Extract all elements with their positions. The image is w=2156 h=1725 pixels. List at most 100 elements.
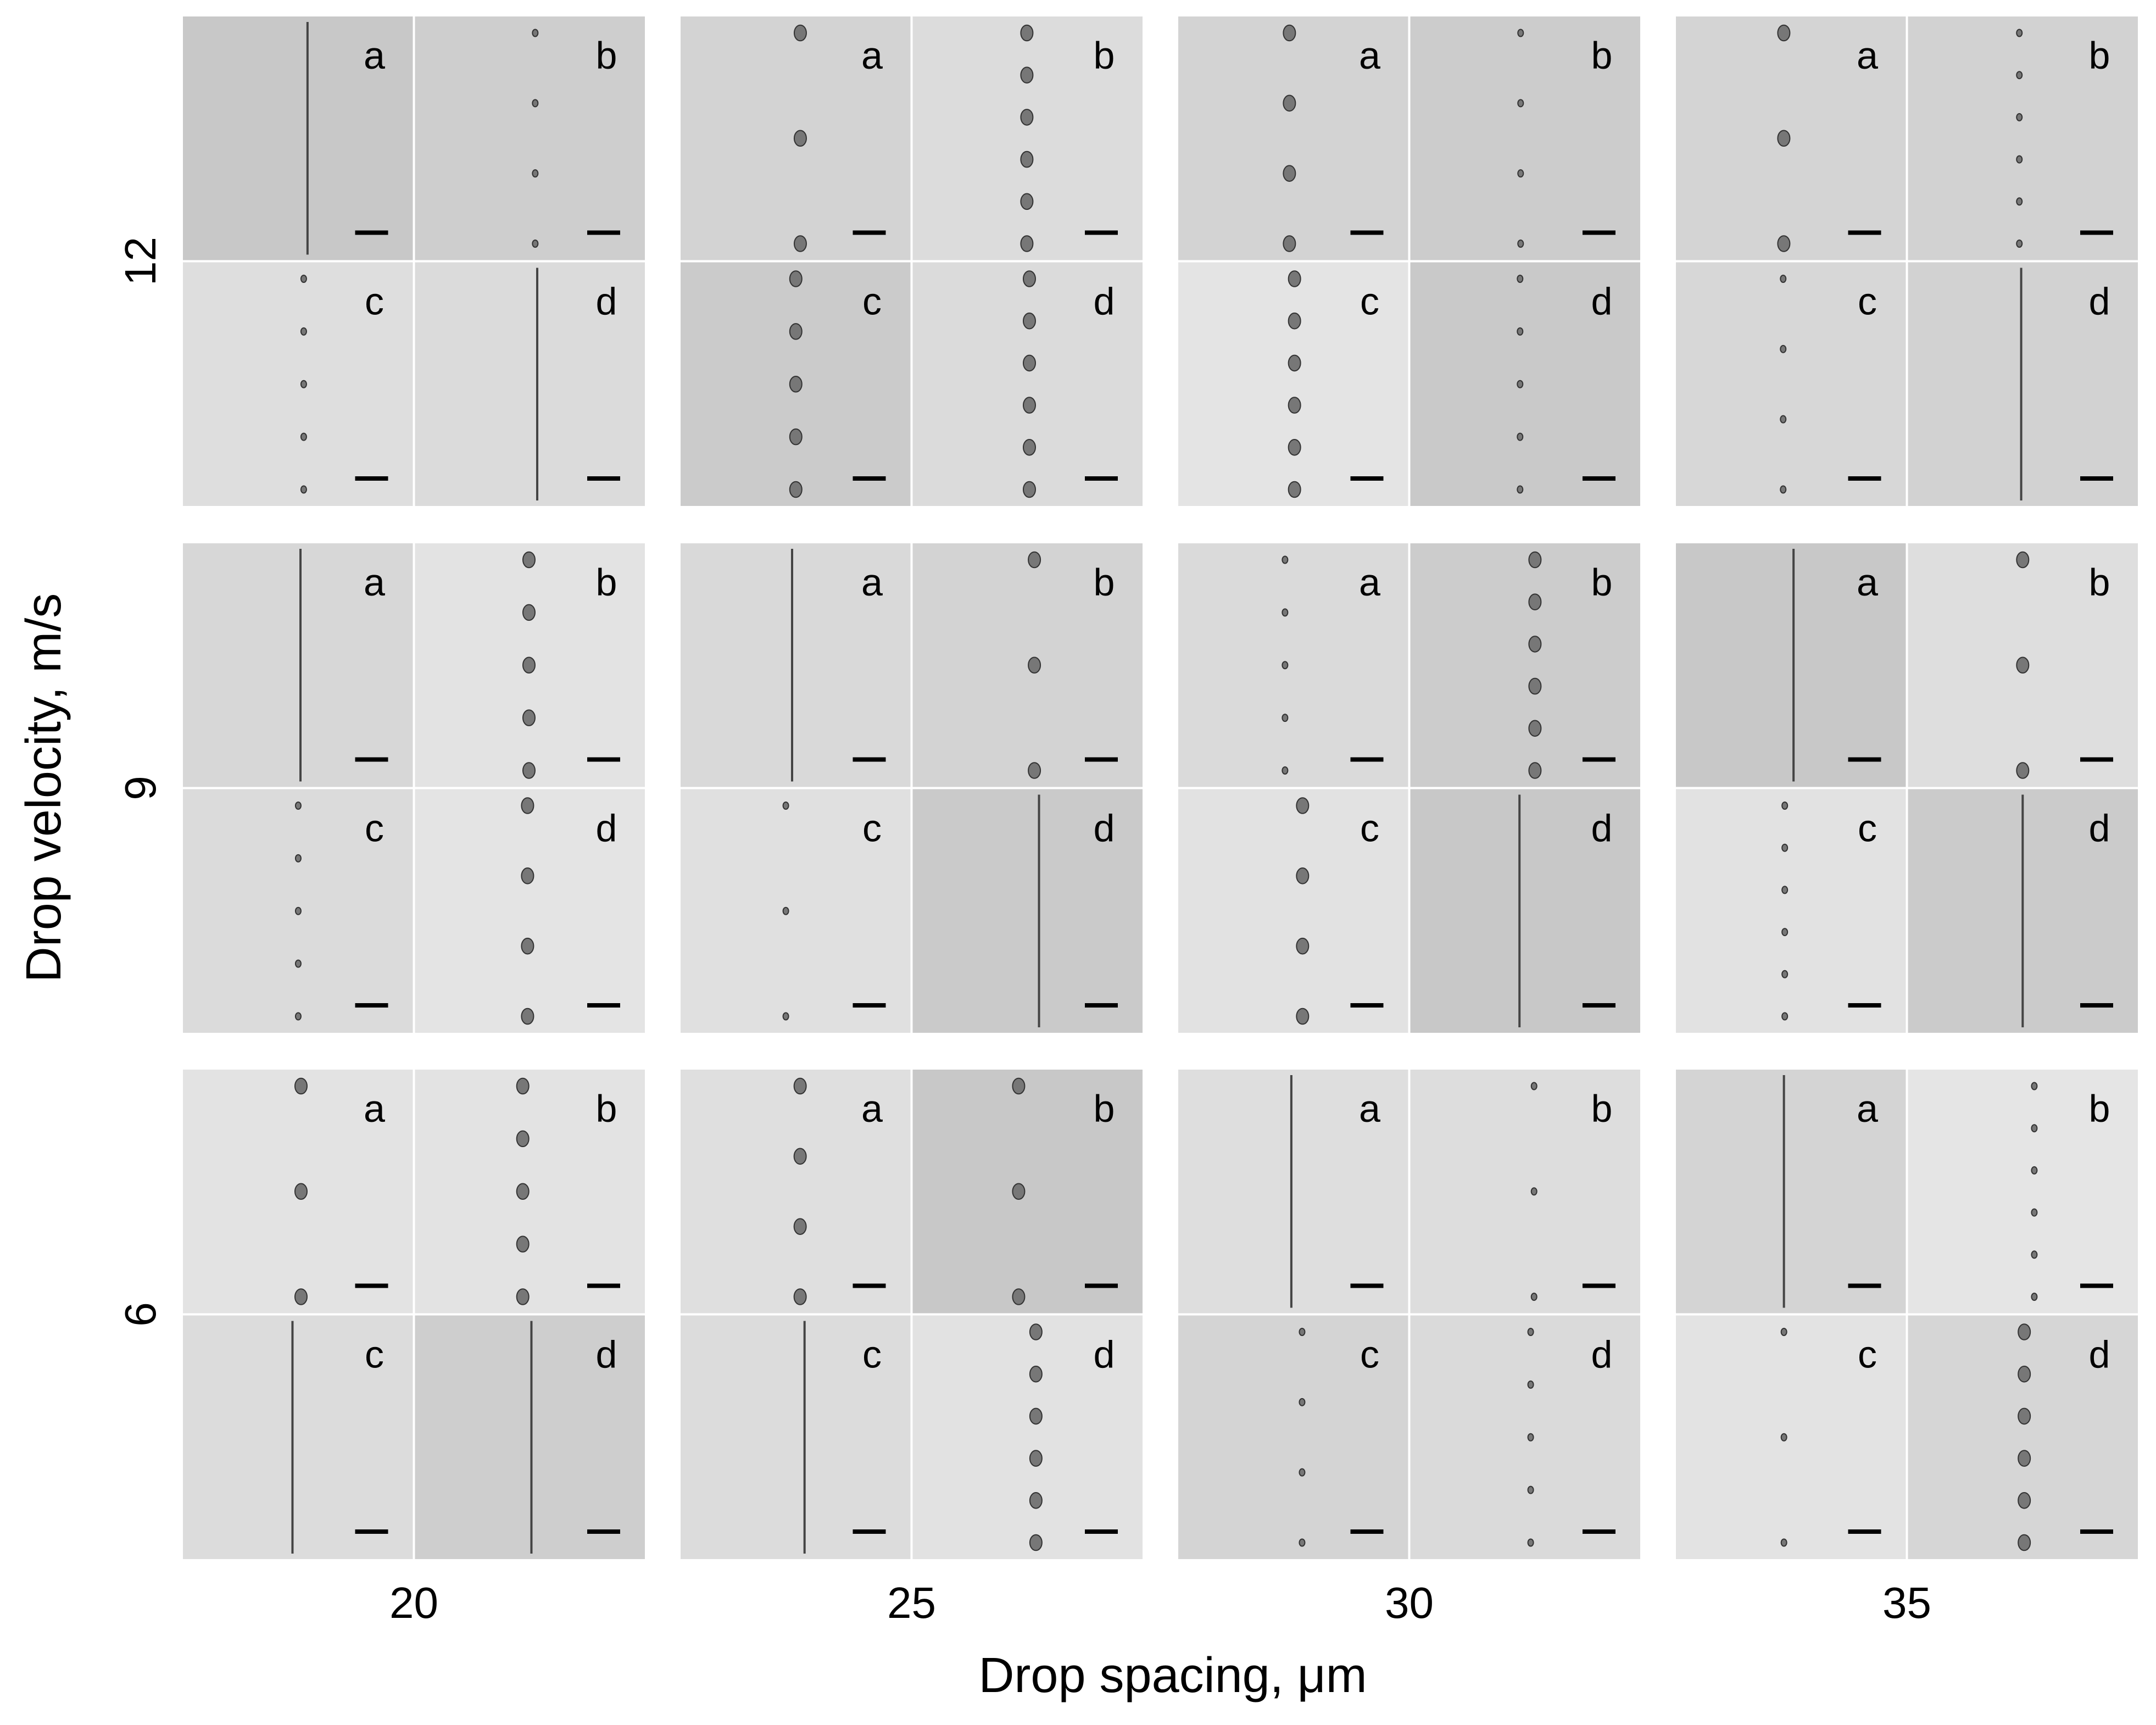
micrograph	[1178, 543, 1408, 787]
drop	[1288, 439, 1301, 456]
drop	[1288, 354, 1301, 372]
drop	[1022, 354, 1036, 372]
drop	[1282, 714, 1289, 722]
micrograph	[681, 1315, 911, 1559]
micrograph	[1410, 16, 1640, 260]
drop	[1517, 432, 1524, 441]
drop	[1780, 344, 1787, 353]
drop	[1028, 762, 1041, 779]
drop	[1012, 1288, 1026, 1305]
drop	[789, 375, 803, 393]
drop	[1288, 312, 1301, 330]
drop	[1283, 235, 1296, 252]
micrograph	[1676, 543, 1906, 787]
drop	[516, 1288, 530, 1305]
micrograph	[1676, 789, 1906, 1033]
drop	[1780, 1538, 1787, 1547]
drop	[1296, 797, 1310, 814]
panel-letter: d	[1591, 280, 1613, 323]
drop	[1780, 485, 1787, 494]
drop	[1029, 1450, 1043, 1467]
drop	[1517, 99, 1524, 108]
panel-letter: c	[1858, 1333, 1877, 1376]
panel-letter: a	[1359, 34, 1380, 77]
drop	[1028, 551, 1041, 569]
micrograph	[681, 789, 911, 1033]
drop	[1283, 24, 1296, 42]
drop	[1777, 235, 1791, 252]
drop	[1296, 1008, 1310, 1025]
drop	[1020, 235, 1034, 252]
micrograph	[1178, 1315, 1408, 1559]
drop	[294, 802, 302, 810]
drop	[522, 604, 536, 621]
micrograph	[183, 16, 413, 260]
panel-letter: c	[862, 280, 882, 323]
drop	[2016, 240, 2023, 248]
micrograph	[912, 262, 1143, 506]
drop	[2031, 1293, 2038, 1301]
drop	[782, 1012, 789, 1021]
drop	[1296, 937, 1310, 955]
micrograph	[415, 16, 645, 260]
drop	[1288, 397, 1301, 414]
drop	[1527, 1485, 1534, 1494]
drop	[1288, 481, 1301, 498]
micrograph	[1178, 789, 1408, 1033]
column-label: 35	[1882, 1578, 1931, 1627]
drop	[789, 270, 803, 287]
drop	[789, 481, 803, 498]
drop	[300, 275, 307, 283]
micrograph	[415, 789, 645, 1033]
micrograph	[1908, 1070, 2138, 1314]
drop	[1029, 1365, 1043, 1383]
panel-letter: b	[2089, 34, 2110, 77]
drop	[532, 99, 539, 108]
row-label: 12	[116, 237, 165, 286]
drop	[1282, 555, 1289, 564]
drop	[294, 959, 302, 968]
drop	[1528, 720, 1542, 737]
drop	[1020, 193, 1034, 210]
micrograph	[1178, 262, 1408, 506]
panel-letter: a	[861, 34, 883, 77]
panel-letter: c	[1360, 807, 1379, 850]
drop	[1282, 766, 1289, 775]
micrograph	[1410, 789, 1640, 1033]
panel-letter: c	[365, 1333, 384, 1376]
drop	[1527, 1380, 1534, 1389]
panel-letter: d	[1094, 807, 1115, 850]
micrograph	[1908, 16, 2138, 260]
micrograph	[1908, 1315, 2138, 1559]
drop	[1528, 677, 1542, 695]
panel-letter: c	[1360, 280, 1379, 323]
drop	[2031, 1166, 2038, 1175]
drop	[522, 551, 536, 569]
drop	[1022, 312, 1036, 330]
drop	[1012, 1077, 1026, 1095]
drop	[1283, 165, 1296, 182]
panel-letter: b	[2089, 561, 2110, 604]
panel-letter: d	[2089, 280, 2110, 323]
drop	[2018, 1407, 2031, 1425]
panel-letter: c	[862, 807, 882, 850]
drop	[300, 380, 307, 388]
drop	[532, 240, 539, 248]
drop	[1282, 661, 1289, 670]
drop	[1781, 843, 1789, 852]
drop	[1517, 485, 1524, 494]
drop	[300, 432, 307, 441]
y-axis-title: Drop velocity, m/s	[16, 593, 71, 983]
drop	[532, 29, 539, 37]
drop	[1020, 66, 1034, 84]
micrograph	[681, 1070, 911, 1314]
panel-letter: a	[1857, 34, 1878, 77]
drop	[1528, 551, 1542, 569]
drop	[1528, 762, 1542, 779]
drop	[516, 1236, 530, 1253]
drop	[1530, 1187, 1537, 1196]
drop	[516, 1130, 530, 1148]
drop	[294, 1077, 308, 1095]
drop	[1299, 1468, 1306, 1477]
drop	[793, 1218, 807, 1235]
